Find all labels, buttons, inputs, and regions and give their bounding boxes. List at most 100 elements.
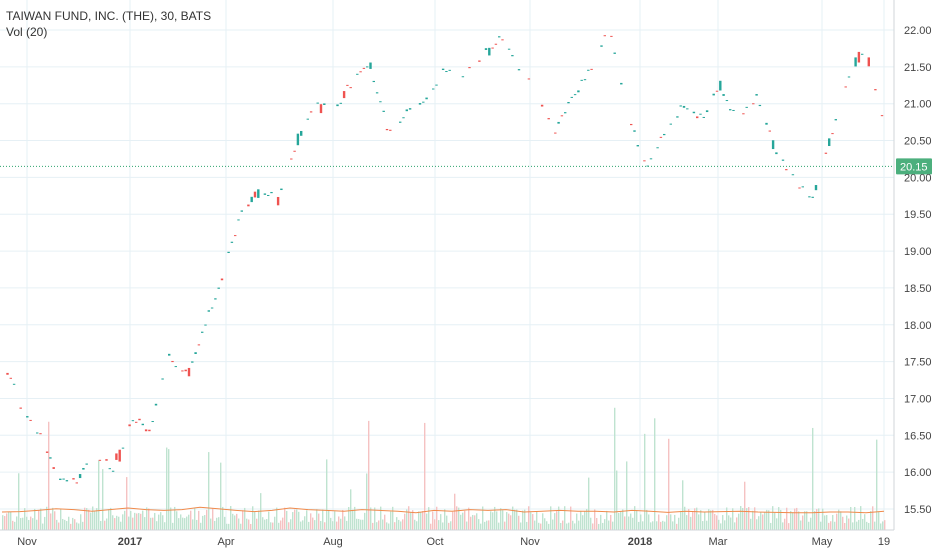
- volume-bar: [446, 515, 448, 530]
- candle: [131, 420, 135, 422]
- volume-bar: [86, 508, 88, 530]
- candle: [349, 87, 352, 89]
- volume-bar: [310, 513, 312, 530]
- candle: [36, 432, 39, 434]
- volume-bar: [684, 506, 686, 530]
- candle: [191, 361, 194, 363]
- candle: [227, 251, 230, 254]
- volume-bar: [384, 514, 386, 530]
- volume-bar: [350, 489, 352, 530]
- volume-bar: [568, 522, 570, 530]
- volume-bar: [796, 507, 798, 530]
- volume-bar: [174, 506, 176, 530]
- volume-bar: [190, 510, 192, 530]
- volume-bar: [224, 516, 226, 530]
- volume-bar: [558, 506, 560, 530]
- y-tick-label: 22.00: [904, 25, 932, 37]
- volume-bar: [456, 506, 458, 530]
- volume-bar: [806, 511, 808, 530]
- volume-bar: [830, 521, 832, 530]
- volume-bar: [544, 518, 546, 530]
- candle: [148, 429, 151, 432]
- volume-bar: [68, 516, 70, 530]
- y-tick-label: 19.50: [904, 209, 932, 221]
- candle: [867, 57, 870, 67]
- volume-bar: [50, 513, 52, 530]
- volume-bar: [424, 422, 426, 530]
- volume-bar: [548, 523, 550, 530]
- candle: [197, 344, 201, 346]
- candle: [692, 111, 696, 114]
- x-tick-label: Oct: [426, 536, 443, 548]
- candle: [686, 108, 689, 110]
- y-tick-label: 17.50: [904, 357, 932, 369]
- volume-bar: [336, 521, 338, 530]
- volume-bar: [632, 517, 634, 530]
- volume-bar: [798, 511, 800, 530]
- candle: [12, 383, 16, 385]
- volume-bar: [880, 523, 882, 530]
- volume-bar: [256, 518, 258, 530]
- volume-bar: [522, 510, 524, 530]
- volume-bar: [546, 521, 548, 530]
- volume-bar: [414, 519, 416, 530]
- candle: [422, 101, 425, 103]
- candle: [168, 353, 171, 356]
- candle: [583, 79, 587, 81]
- volume-bar: [858, 519, 860, 530]
- candle: [682, 105, 686, 108]
- volume-bar: [136, 513, 138, 530]
- volume-bar: [708, 509, 710, 530]
- volume-bar: [192, 519, 194, 530]
- volume-bar: [588, 477, 590, 530]
- volume-bar: [534, 520, 536, 530]
- volume-bar: [790, 510, 792, 530]
- volume-bar: [608, 520, 610, 530]
- candle: [214, 298, 217, 300]
- y-tick-label: 20.00: [904, 172, 932, 184]
- candle: [811, 196, 814, 198]
- volume-bar: [570, 506, 572, 530]
- volume-bar: [680, 510, 682, 530]
- volume-bar: [292, 512, 294, 530]
- volume-bar: [298, 511, 300, 530]
- volume-bar: [158, 514, 160, 530]
- volume-bar: [304, 516, 306, 530]
- volume-bar: [226, 523, 228, 530]
- candle: [874, 89, 877, 91]
- volume-bar: [726, 507, 728, 530]
- volume-bar: [448, 522, 450, 530]
- candle: [408, 108, 412, 110]
- volume-bar: [22, 517, 24, 530]
- volume-bar: [826, 515, 828, 530]
- candle: [217, 287, 220, 289]
- volume-bar: [258, 510, 260, 530]
- volume-bar: [610, 514, 612, 530]
- volume-bar: [60, 508, 62, 530]
- y-tick-label: 19.00: [904, 246, 932, 258]
- volume-bar: [140, 513, 142, 530]
- volume-bar: [66, 521, 68, 530]
- volume-bar: [132, 517, 134, 530]
- volume-bar: [564, 506, 566, 530]
- candle: [362, 67, 366, 69]
- candle: [240, 210, 243, 212]
- volume-bar: [560, 522, 562, 530]
- volume-bar: [232, 513, 234, 530]
- volume-bar: [802, 515, 804, 530]
- volume-bar: [426, 513, 428, 530]
- volume-bar: [688, 509, 690, 530]
- volume-bar: [754, 507, 756, 530]
- volume-bar: [662, 520, 664, 530]
- volume-bar: [306, 510, 308, 530]
- volume-bar: [464, 510, 466, 530]
- volume-bar: [750, 518, 752, 530]
- volume-bar: [520, 522, 522, 530]
- volume-bar: [766, 509, 768, 530]
- volume-bar: [760, 512, 762, 530]
- volume-bar: [34, 508, 36, 530]
- volume-bar: [590, 517, 592, 530]
- volume-bar: [248, 519, 250, 530]
